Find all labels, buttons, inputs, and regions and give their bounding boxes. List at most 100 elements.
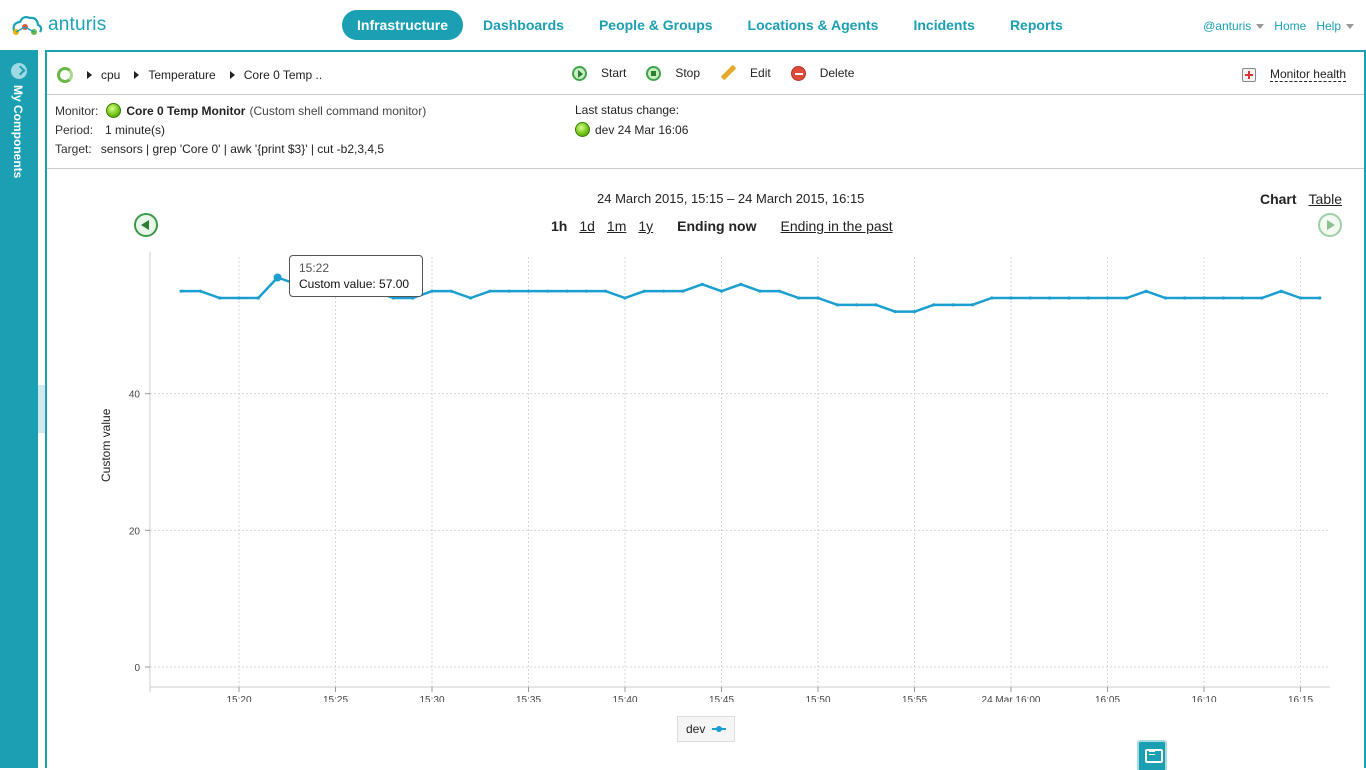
period-value: 1 minute(s)	[105, 123, 166, 137]
data-point	[391, 296, 395, 300]
data-point	[990, 296, 994, 300]
sidebar-resize-handle[interactable]	[38, 385, 45, 433]
nav-dashboards[interactable]: Dashboards	[483, 17, 564, 33]
toolbar: cpu Temperature Core 0 Temp .. Start Sto…	[47, 52, 1364, 95]
data-point	[1009, 296, 1013, 300]
monitor-row: Monitor: Core 0 Temp Monitor (Custom she…	[55, 103, 426, 118]
period-selector: 1h 1d 1m 1y Ending now Ending in the pas…	[551, 218, 905, 234]
period-1y[interactable]: 1y	[638, 218, 654, 234]
target-row: Target: sensors | grep 'Core 0' | awk '{…	[55, 142, 384, 156]
data-point	[430, 289, 434, 293]
data-point	[507, 289, 511, 293]
data-point	[623, 296, 627, 300]
nav-reports[interactable]: Reports	[1009, 17, 1063, 33]
monitor-name: Core 0 Temp Monitor	[126, 103, 246, 118]
data-point	[604, 289, 608, 293]
data-point	[1318, 296, 1322, 300]
start-button[interactable]: Start	[572, 65, 626, 81]
view-switch: Chart Table	[1248, 191, 1342, 207]
y-tick-label: 20	[129, 526, 141, 537]
next-period-icon[interactable]	[1318, 213, 1342, 237]
data-point	[681, 289, 685, 293]
previous-period-icon[interactable]	[134, 213, 158, 237]
data-point	[662, 289, 666, 293]
refresh-icon[interactable]	[57, 67, 73, 83]
delete-button[interactable]: Delete	[790, 65, 854, 81]
help-menu[interactable]: Help	[1316, 19, 1354, 33]
nav-people-groups[interactable]: People & Groups	[598, 17, 713, 33]
data-point	[932, 303, 936, 307]
breadcrumb-temperature[interactable]: Temperature	[148, 68, 216, 82]
data-point	[700, 282, 704, 286]
chart-view-tab[interactable]: Chart	[1259, 191, 1297, 207]
breadcrumb-cpu[interactable]: cpu	[101, 68, 121, 82]
chevron-down-icon	[1256, 24, 1265, 30]
last-status-value: dev 24 Mar 16:06	[595, 122, 689, 137]
data-point	[449, 289, 453, 293]
user-name: @anturis	[1203, 19, 1252, 33]
x-tick-label: 15:45	[709, 695, 734, 702]
last-status-row: dev 24 Mar 16:06	[575, 122, 688, 137]
data-point	[256, 296, 260, 300]
data-point	[835, 303, 839, 307]
first-aid-icon	[1241, 67, 1256, 82]
y-tick-label: 40	[129, 390, 141, 401]
data-point	[1298, 296, 1303, 300]
data-point	[1202, 296, 1206, 300]
data-point	[1241, 296, 1245, 300]
data-point	[1221, 296, 1225, 300]
logo[interactable]: anturis	[10, 10, 106, 40]
data-point	[1144, 289, 1148, 293]
data-point	[1260, 296, 1264, 300]
data-point	[1086, 296, 1090, 300]
x-tick-label: 15:55	[902, 695, 927, 702]
data-point	[546, 289, 550, 293]
help-label: Help	[1316, 19, 1341, 33]
data-point	[1183, 296, 1187, 300]
ending-in-past[interactable]: Ending in the past	[780, 218, 893, 234]
period-1d[interactable]: 1d	[579, 218, 595, 234]
data-point	[893, 310, 897, 314]
nav-infrastructure[interactable]: Infrastructure	[342, 10, 464, 40]
monitor-actions: Start Stop Edit Delete	[572, 65, 874, 81]
data-point	[273, 273, 282, 282]
status-ok-icon	[106, 103, 122, 118]
data-point	[758, 289, 762, 293]
data-point	[951, 303, 955, 307]
last-status-title: Last status change:	[575, 103, 679, 117]
nav-incidents[interactable]: Incidents	[913, 17, 975, 33]
expand-sidebar-icon[interactable]	[11, 63, 27, 79]
sidebar-label[interactable]: My Components	[11, 85, 25, 179]
period-1h[interactable]: 1h	[551, 218, 568, 234]
edit-button[interactable]: Edit	[720, 65, 771, 81]
data-point	[777, 289, 782, 293]
data-point	[719, 289, 724, 293]
data-point	[1279, 289, 1283, 293]
period-row: Period: 1 minute(s)	[55, 123, 165, 137]
x-tick-label: 15:40	[612, 695, 637, 702]
chat-icon[interactable]	[1137, 740, 1167, 770]
stop-button[interactable]: Stop	[646, 65, 700, 81]
x-tick-label: 16:15	[1288, 695, 1313, 702]
data-point	[1163, 296, 1167, 300]
y-axis-label: Custom value	[99, 408, 113, 482]
top-bar: anturis Infrastructure Dashboards People…	[0, 0, 1366, 50]
ending-now[interactable]: Ending now	[677, 218, 757, 234]
chart-range: 24 March 2015, 15:15 – 24 March 2015, 16…	[597, 191, 865, 206]
x-tick-label: 15:25	[323, 695, 348, 702]
line-chart: 0 20 40 15:20 15:25 15:30 15:35 15:40 15:45 15:50…	[129, 252, 1330, 702]
breadcrumb-monitor[interactable]: Core 0 Temp ..	[243, 68, 323, 82]
data-point	[1105, 296, 1110, 300]
nav-locations-agents[interactable]: Locations & Agents	[747, 17, 879, 33]
data-point	[488, 289, 492, 293]
home-link[interactable]: Home	[1274, 19, 1307, 33]
period-1m[interactable]: 1m	[606, 218, 627, 234]
y-tick-label: 0	[134, 663, 140, 674]
x-tick-label: 15:20	[226, 695, 251, 702]
data-point	[1028, 296, 1032, 300]
caret-right-icon	[229, 71, 235, 79]
user-menu[interactable]: @anturis	[1203, 19, 1265, 33]
chart-legend[interactable]: dev	[677, 716, 736, 742]
monitor-health-button[interactable]: Monitor health	[1241, 67, 1346, 82]
table-view-tab[interactable]: Table	[1308, 191, 1342, 207]
